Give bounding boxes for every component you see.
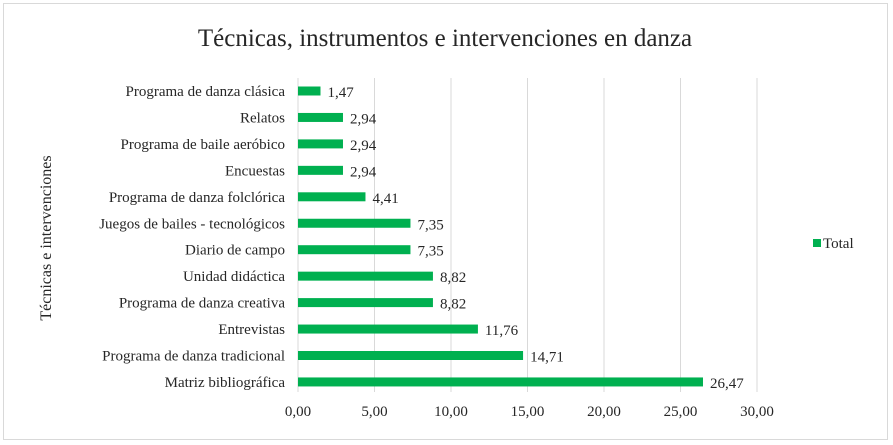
bar (298, 86, 321, 96)
bar (298, 218, 411, 228)
chart-frame (3, 3, 888, 440)
bar (298, 351, 524, 360)
category-label: Diario de campo (185, 243, 285, 259)
x-tick-label: 30,00 (740, 404, 774, 420)
data-label: 8,82 (440, 297, 466, 313)
x-tick-label: 5,00 (361, 404, 387, 420)
bar (298, 271, 433, 281)
bar (298, 298, 433, 308)
category-labels: Programa de danza clásica Relatos Programa… (99, 84, 285, 391)
gridlines (297, 78, 758, 392)
data-label: 7,35 (417, 217, 443, 233)
bar (298, 324, 478, 334)
data-labels: 1,47 2,94 2,94 2,94 4,41 7,35 7,35 8,82 8,82 11,7… (327, 85, 744, 392)
data-label: 7,35 (417, 244, 443, 260)
data-label: 2,94 (350, 164, 377, 180)
category-label: Programa de danza creativa (119, 296, 285, 312)
x-tick-label: 15,00 (511, 404, 545, 420)
category-label: Encuestas (225, 163, 285, 179)
legend: Total (813, 236, 854, 252)
x-tick-label: 0,00 (285, 404, 311, 420)
data-label: 2,94 (350, 111, 377, 127)
category-label: Matriz bibliográfica (165, 375, 286, 391)
x-tick-labels: 0,00 5,00 10,00 15,00 20,00 25,00 30,00 (285, 404, 774, 420)
bar (298, 192, 366, 202)
x-tick-label: 10,00 (434, 404, 468, 420)
data-label: 11,76 (485, 323, 519, 339)
category-label: Programa de danza tradicional (102, 349, 285, 365)
bar (298, 139, 343, 149)
bar (298, 112, 343, 122)
category-label: Juegos de bailes - tecnológicos (99, 216, 285, 232)
x-tick-label: 25,00 (664, 404, 698, 420)
data-label: 4,41 (372, 191, 398, 207)
bar (298, 377, 703, 387)
category-label: Programa de danza clásica (126, 84, 286, 100)
bar (298, 165, 343, 175)
legend-label: Total (823, 236, 854, 252)
category-label: Entrevistas (218, 322, 285, 338)
legend-swatch (813, 239, 821, 247)
x-tick-label: 20,00 (587, 404, 621, 420)
y-axis-title: Técnicas e intervenciones (38, 155, 55, 320)
category-label: Programa de baile aeróbico (120, 137, 285, 153)
chart-title: Técnicas, instrumentos e intervenciones … (198, 25, 692, 52)
data-label: 26,47 (710, 376, 744, 392)
data-label: 1,47 (327, 85, 354, 101)
category-label: Relatos (240, 110, 285, 126)
data-label: 2,94 (350, 138, 377, 154)
data-label: 14,71 (530, 350, 564, 366)
category-label: Unidad didáctica (183, 269, 285, 285)
category-label: Programa de danza folclórica (109, 190, 286, 206)
bar (298, 245, 411, 255)
bars (298, 86, 703, 387)
data-label: 8,82 (440, 270, 466, 286)
